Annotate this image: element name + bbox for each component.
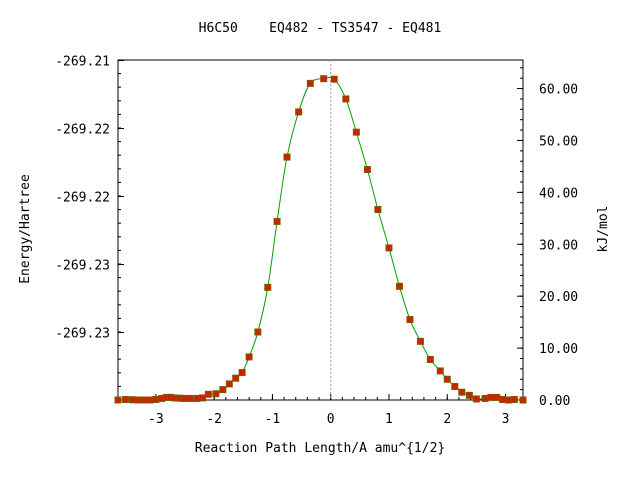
data-point xyxy=(114,396,122,404)
data-point xyxy=(416,337,424,345)
data-point xyxy=(320,75,328,83)
data-point xyxy=(472,395,480,403)
right-tick-label: 20.00 xyxy=(539,290,578,305)
data-point xyxy=(363,166,371,174)
data-point xyxy=(342,95,350,103)
data-point xyxy=(129,396,137,404)
data-point xyxy=(295,108,303,116)
x-tick-label: -2 xyxy=(206,412,222,427)
data-point xyxy=(352,128,360,136)
x-axis-label: Reaction Path Length/A amu^{1/2} xyxy=(195,441,445,456)
x-tick-label: 0 xyxy=(327,412,335,427)
data-point xyxy=(406,316,414,324)
data-point xyxy=(374,205,382,213)
data-point xyxy=(510,395,518,403)
data-point xyxy=(146,396,154,404)
data-point xyxy=(193,394,201,402)
data-point xyxy=(232,374,240,382)
data-point xyxy=(186,394,194,402)
data-point xyxy=(443,375,451,383)
data-points xyxy=(114,75,527,404)
data-point xyxy=(180,394,188,402)
x-tick-label: 3 xyxy=(502,412,510,427)
data-point xyxy=(458,388,466,396)
right-tick-label: 50.00 xyxy=(539,134,578,149)
data-point xyxy=(426,356,434,364)
right-tick-label: 60.00 xyxy=(539,83,578,98)
right-tick-label: 30.00 xyxy=(539,238,578,253)
data-point xyxy=(254,328,262,336)
data-point xyxy=(140,396,148,404)
left-tick-label: -269.22 xyxy=(55,123,110,138)
left-tick-label: -269.22 xyxy=(55,191,110,206)
x-tick-label: -1 xyxy=(265,412,281,427)
data-point xyxy=(152,395,160,403)
data-point xyxy=(395,282,403,290)
data-point xyxy=(198,394,206,402)
plot-frame xyxy=(117,59,524,401)
data-point xyxy=(519,396,527,404)
right-tick-label: 0.00 xyxy=(539,394,570,409)
left-tick-label: -269.23 xyxy=(55,327,110,342)
chart-title: H6C50 EQ482 - TS3547 - EQ481 xyxy=(199,21,442,36)
data-point xyxy=(134,396,142,404)
data-point xyxy=(283,153,291,161)
data-point xyxy=(245,353,253,361)
data-point xyxy=(451,383,459,391)
right-tick-label: 10.00 xyxy=(539,342,578,357)
data-point xyxy=(122,395,130,403)
data-point xyxy=(436,367,444,375)
x-tick-label: 1 xyxy=(385,412,393,427)
left-tick-label: -269.23 xyxy=(55,259,110,274)
right-axis: 0.00 10.00 20.00 30.00 40.00 50.00 60.00 xyxy=(517,67,578,409)
left-tick-label: -269.21 xyxy=(55,55,110,70)
x-tick-label: 2 xyxy=(443,412,451,427)
data-point xyxy=(504,396,512,404)
data-point xyxy=(499,395,507,403)
data-point xyxy=(219,386,227,394)
data-point xyxy=(493,393,501,401)
data-point xyxy=(212,390,220,398)
data-point xyxy=(487,393,495,401)
energy-curve xyxy=(117,76,524,401)
data-point xyxy=(481,394,489,402)
data-point xyxy=(330,75,338,83)
data-point xyxy=(225,380,233,388)
data-point xyxy=(238,368,246,376)
data-point xyxy=(264,283,272,291)
right-tick-label: 40.00 xyxy=(539,186,578,201)
y-axis-label-left: Energy/Hartree xyxy=(18,174,33,284)
left-axis: -269.23 -269.23 -269.22 -269.22 -269.21 xyxy=(55,55,124,401)
data-point xyxy=(273,217,281,225)
data-point xyxy=(306,79,314,87)
x-tick-label: -3 xyxy=(148,412,164,427)
y-axis-label-right: kJ/mol xyxy=(596,206,611,253)
data-point xyxy=(385,244,393,252)
data-point xyxy=(465,391,473,399)
data-point xyxy=(204,390,212,398)
